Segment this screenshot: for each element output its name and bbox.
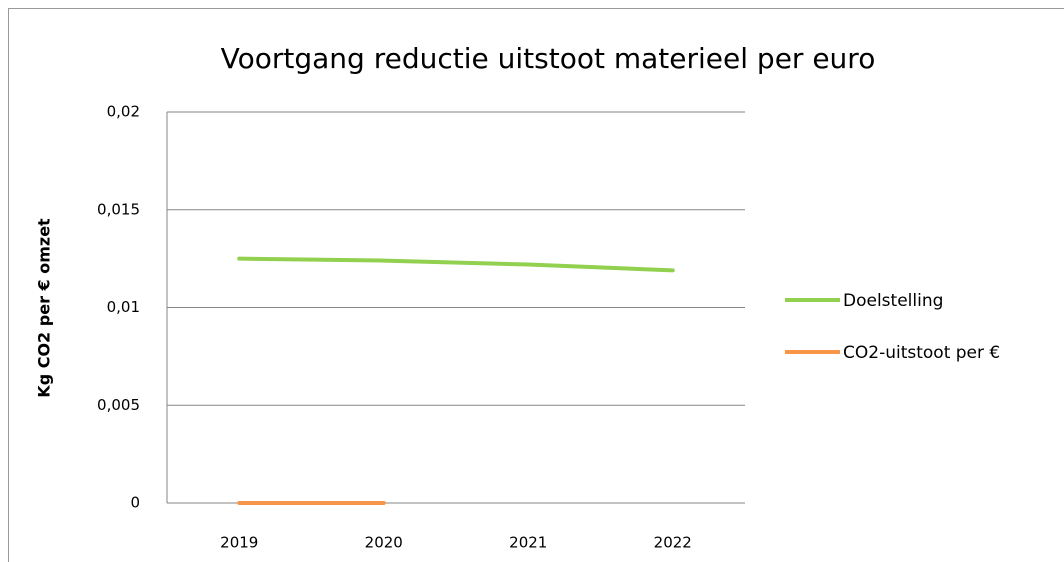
x-tick-label: 2021 — [509, 534, 547, 552]
chart-frame — [8, 8, 1064, 562]
x-tick-label: 2020 — [365, 534, 403, 552]
x-tick-label: 2022 — [654, 534, 692, 552]
x-tick-label: 2019 — [220, 534, 258, 552]
legend-label: CO2-uitstoot per € — [843, 343, 1000, 363]
y-tick-label: 0,015 — [97, 200, 140, 218]
y-tick-label: 0,01 — [107, 298, 140, 316]
y-tick-label: 0,005 — [97, 396, 140, 414]
y-axis-label: Kg CO2 per € omzet — [35, 218, 54, 398]
legend-label: Doelstelling — [843, 291, 943, 311]
line-series — [237, 256, 675, 273]
y-tick-label: 0 — [130, 494, 140, 512]
chart-title: Voortgang reductie uitstoot materieel pe… — [221, 42, 876, 75]
y-tick-label: 0,02 — [107, 103, 140, 121]
